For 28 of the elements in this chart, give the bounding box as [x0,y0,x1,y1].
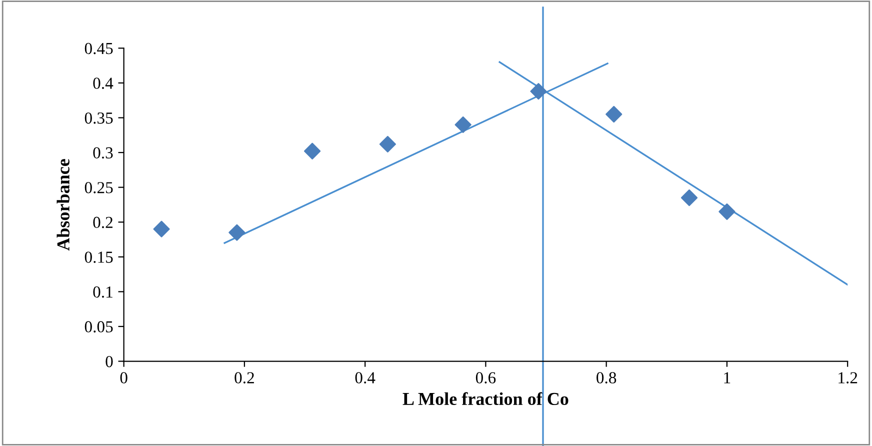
y-tick-label: 0 [106,356,113,368]
y-axis-title: Absorbance [56,159,70,251]
point [530,83,547,100]
y-tick-label: 0.45 [84,42,113,54]
point [153,220,170,238]
point [379,136,396,152]
x-tick-label: 1.2 [838,372,858,384]
y-tick-label: 0.25 [84,182,113,194]
point [304,142,321,160]
x-tick-label: 0.8 [596,372,616,384]
point [228,224,246,241]
point [606,106,622,123]
x-tick-label: 0 [120,372,128,384]
y-tick-label: 0.15 [84,252,113,263]
point [454,116,472,134]
y-tick-label: 0.35 [84,112,113,124]
x-tick-label: 0.4 [355,372,376,384]
x-tick-label: 0.6 [476,372,496,384]
point [680,189,698,206]
y-tick-label: 0.2 [93,216,112,228]
y-tick-label: 0.3 [93,147,113,159]
y-tick-label: 0.1 [93,286,112,298]
x-tick-label: 1 [724,372,730,384]
y-tick-label: 0.4 [93,78,114,89]
y-tick-label: 0.05 [84,321,113,332]
x-axis-title: L Mole fraction of Co [402,392,568,406]
point [718,203,736,220]
x-tick-label: 0.2 [234,372,254,384]
